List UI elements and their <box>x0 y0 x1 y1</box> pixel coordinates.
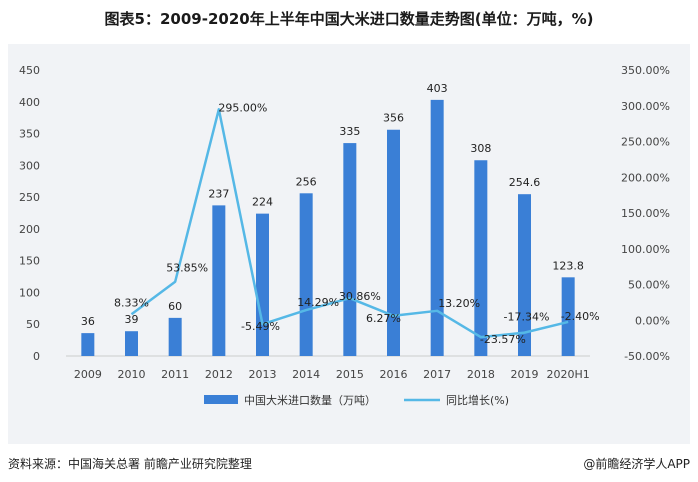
x-tick-label: 2009 <box>74 368 102 381</box>
bar-data-labels: 36 39 60 237 224 256 335 356 403 308 254.6 123.8 <box>81 82 584 328</box>
x-axis: 2009 2010 2011 2012 2013 2014 2015 2016 2017 2018… <box>74 368 590 381</box>
bar <box>518 194 531 356</box>
line-value-label: 13.20% <box>438 297 480 310</box>
bar-value-label: 256 <box>296 175 317 188</box>
y-left-tick-label: 400 <box>19 96 40 109</box>
y-right-tick-label: 300.00% <box>621 100 670 113</box>
y-right-tick-label: 100.00% <box>621 243 670 256</box>
y-left-axis: 0 50 100 150 200 250 300 350 400 450 <box>19 64 40 363</box>
y-left-tick-label: 0 <box>33 350 40 363</box>
bar-value-label: 224 <box>252 196 273 209</box>
bar-value-label: 39 <box>125 313 139 326</box>
bar-value-label: 60 <box>168 300 182 313</box>
line-value-label: -5.49% <box>241 320 280 333</box>
combo-chart: 0 50 100 150 200 250 300 350 400 450 -50.00% 0.00%… <box>19 64 670 407</box>
x-tick-label: 2011 <box>161 368 189 381</box>
bar <box>125 331 138 356</box>
bar-value-label: 36 <box>81 315 95 328</box>
y-right-tick-label: 50.00% <box>628 279 670 292</box>
x-tick-label: 2016 <box>380 368 408 381</box>
line-value-label: -17.34% <box>504 311 550 324</box>
line-value-label: 53.85% <box>166 262 208 275</box>
line-value-label: 30.86% <box>339 290 381 303</box>
line-value-label: -23.57% <box>480 333 526 346</box>
x-tick-label: 2020H1 <box>547 368 590 381</box>
x-tick-label: 2017 <box>423 368 451 381</box>
y-right-tick-label: 200.00% <box>621 171 670 184</box>
source-note: 资料来源：中国海关总署 前瞻产业研究院整理 <box>8 457 252 471</box>
bar <box>212 205 226 356</box>
bar <box>343 143 357 356</box>
bar <box>474 160 488 356</box>
y-left-tick-label: 450 <box>19 64 40 77</box>
y-right-tick-label: 250.00% <box>621 136 670 149</box>
chart-panel: 0 50 100 150 200 250 300 350 400 450 -50.00% 0.00%… <box>8 44 690 444</box>
y-left-tick-label: 250 <box>19 191 40 204</box>
y-right-tick-label: 0.00% <box>635 314 670 327</box>
y-right-axis: -50.00% 0.00% 50.00% 100.00% 150.00% 200.00% 2… <box>621 64 670 363</box>
bar-value-label: 335 <box>339 125 360 138</box>
bar <box>81 333 95 356</box>
bar-value-label: 254.6 <box>509 176 541 189</box>
x-tick-label: 2015 <box>336 368 364 381</box>
legend-bar-label: 中国大米进口数量（万吨） <box>244 393 376 407</box>
bar <box>430 99 444 357</box>
y-left-tick-label: 350 <box>19 128 40 141</box>
bar-series <box>81 99 575 357</box>
y-left-tick-label: 300 <box>19 159 40 172</box>
bar-value-label: 403 <box>427 82 448 95</box>
y-left-tick-label: 50 <box>26 318 40 331</box>
bar-value-label: 356 <box>383 112 404 125</box>
bar-value-label: 308 <box>470 142 491 155</box>
x-tick-label: 2010 <box>118 368 146 381</box>
y-right-tick-label: 150.00% <box>621 207 670 220</box>
line-value-label: 6.27% <box>366 312 401 325</box>
y-left-tick-label: 150 <box>19 255 40 268</box>
bar <box>561 277 575 356</box>
x-tick-label: 2014 <box>292 368 320 381</box>
bar <box>168 317 182 356</box>
legend-line-label: 同比增长(%) <box>446 393 509 407</box>
x-tick-label: 2013 <box>249 368 277 381</box>
y-left-tick-label: 200 <box>19 223 40 236</box>
x-tick-label: 2018 <box>467 368 495 381</box>
y-right-tick-label: 350.00% <box>621 64 670 77</box>
credit-note: @前瞻经济学人APP <box>583 457 690 471</box>
bar <box>256 213 269 356</box>
line-value-label: 14.29% <box>297 296 339 309</box>
bar-value-label: 123.8 <box>552 259 584 272</box>
line-series <box>130 108 569 339</box>
legend: 中国大米进口数量（万吨） 同比增长(%) <box>204 393 509 407</box>
x-tick-label: 2019 <box>511 368 539 381</box>
line-data-labels: 8.33% 53.85% 295.00% -5.49% 14.29% 30.86% 6.27… <box>114 101 600 346</box>
y-left-tick-label: 100 <box>19 286 40 299</box>
chart-title: 图表5：2009-2020年上半年中国大米进口数量走势图(单位：万吨，%) <box>104 10 594 28</box>
line-value-label: 8.33% <box>114 296 149 309</box>
growth-line <box>130 108 569 339</box>
x-tick-label: 2012 <box>205 368 233 381</box>
line-value-label: 295.00% <box>218 101 267 114</box>
y-right-tick-label: -50.00% <box>624 350 670 363</box>
bar-value-label: 237 <box>208 187 229 200</box>
bar <box>387 129 400 356</box>
line-value-label: -2.40% <box>561 310 600 323</box>
bar <box>299 193 313 356</box>
legend-bar-swatch <box>204 395 238 404</box>
